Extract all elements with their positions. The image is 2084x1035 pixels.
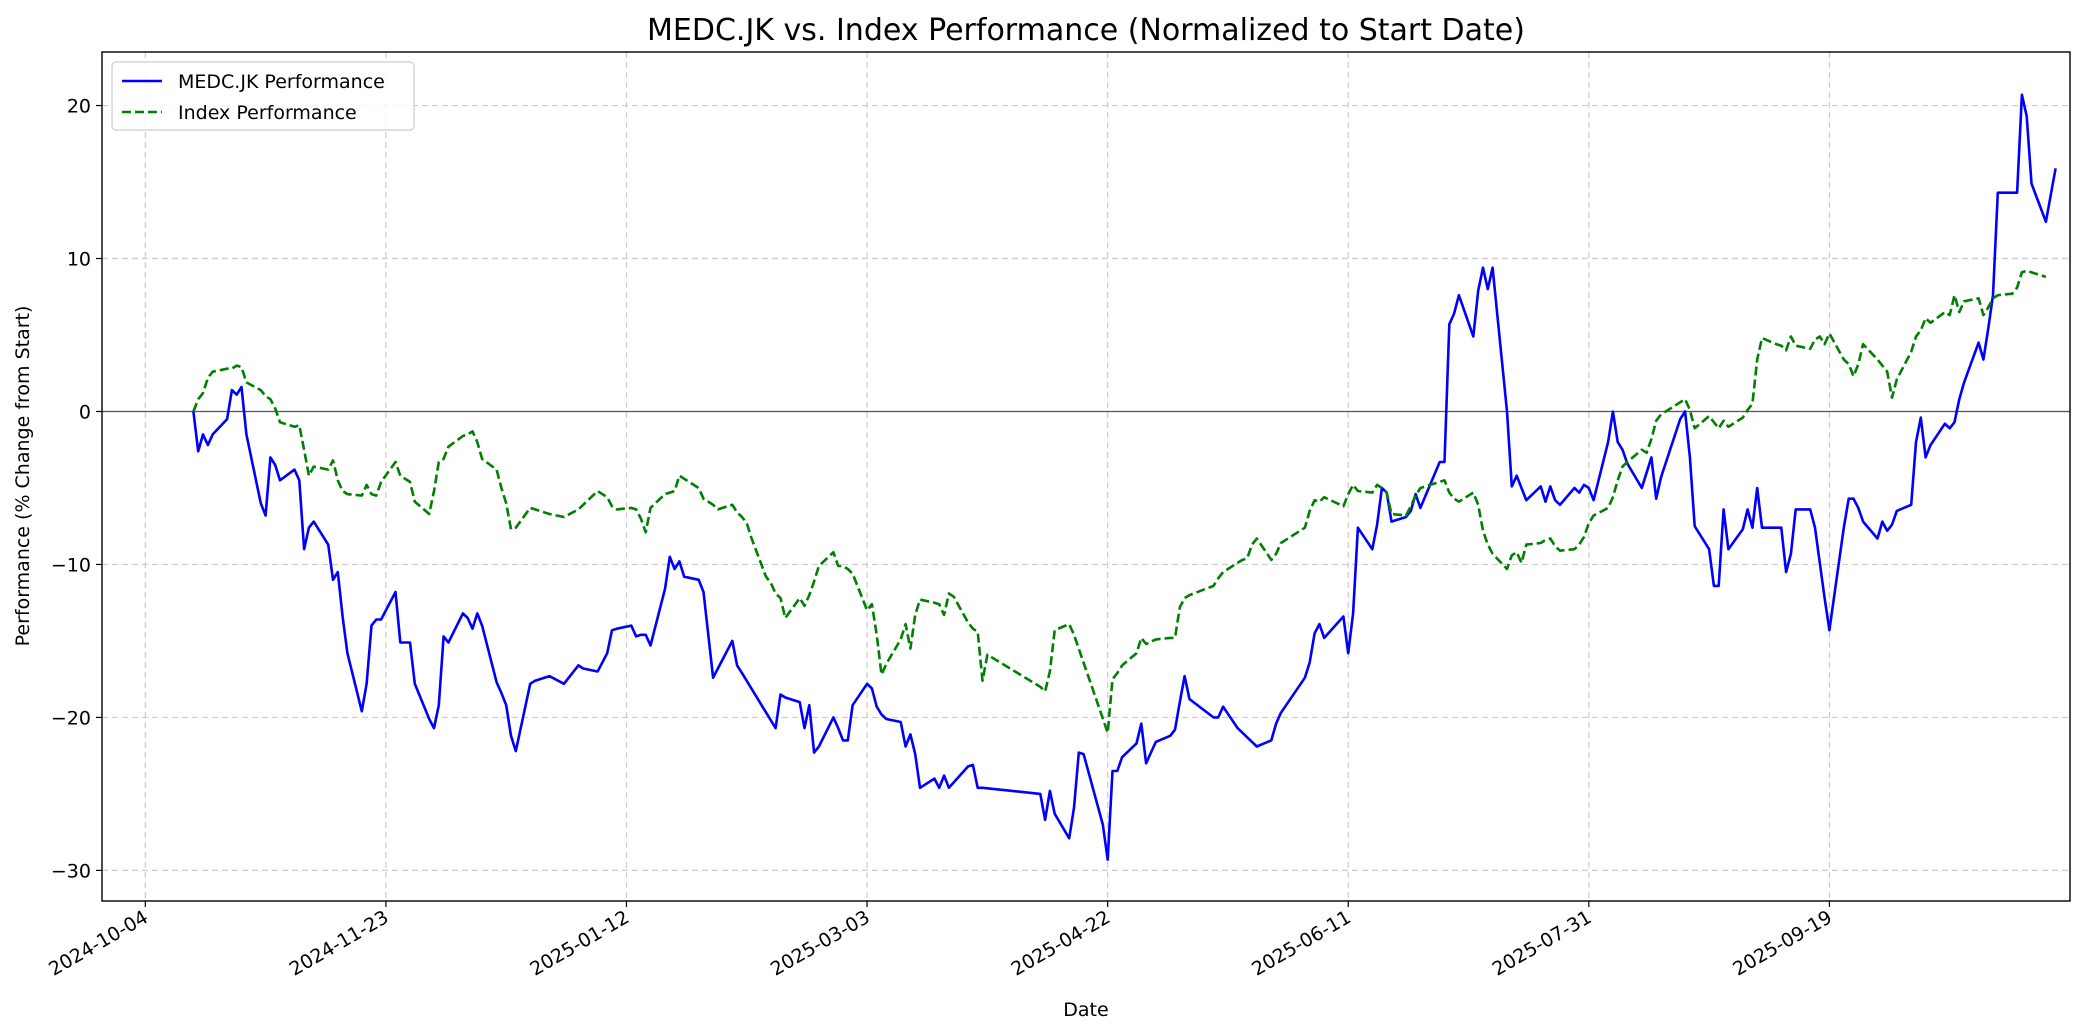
y-tick-label: 10	[67, 249, 91, 271]
series-line-0	[192, 93, 2057, 861]
y-tick-label: 0	[79, 401, 91, 423]
chart-title: MEDC.JK vs. Index Performance (Normalize…	[647, 13, 1525, 48]
x-axis-label: Date	[1063, 999, 1108, 1021]
legend-label-index: Index Performance	[178, 102, 357, 124]
legend-box	[111, 61, 415, 131]
series-layer	[192, 93, 2057, 861]
legend-label-medc: MEDC.JK Performance	[178, 71, 385, 93]
y-tick-label: −10	[51, 554, 91, 576]
x-tick-label: 2025-06-11	[1248, 906, 1355, 980]
x-tick-label: 2025-07-31	[1489, 906, 1596, 980]
plot-frame	[101, 51, 2071, 902]
y-axis-label: Performance (% Change from Start)	[12, 306, 34, 647]
legend: MEDC.JK Performance Index Performance	[111, 61, 415, 131]
ticks-layer: −30 −20 −10 0 10 20 2024-10-04 2024-11-23 2025-0…	[45, 96, 1836, 981]
grid-layer	[102, 52, 2070, 901]
x-tick-label: 2024-10-04	[45, 906, 152, 980]
x-tick-label: 2025-09-19	[1729, 906, 1836, 980]
y-tick-label: 20	[67, 96, 91, 118]
x-tick-label: 2025-01-12	[526, 906, 633, 980]
y-tick-label: −20	[51, 707, 91, 729]
y-tick-label: −30	[51, 860, 91, 882]
x-tick-label: 2024-11-23	[286, 906, 393, 980]
series-line-1	[192, 269, 2047, 734]
x-tick-label: 2025-03-03	[767, 906, 874, 980]
x-tick-label: 2025-04-22	[1008, 906, 1115, 980]
